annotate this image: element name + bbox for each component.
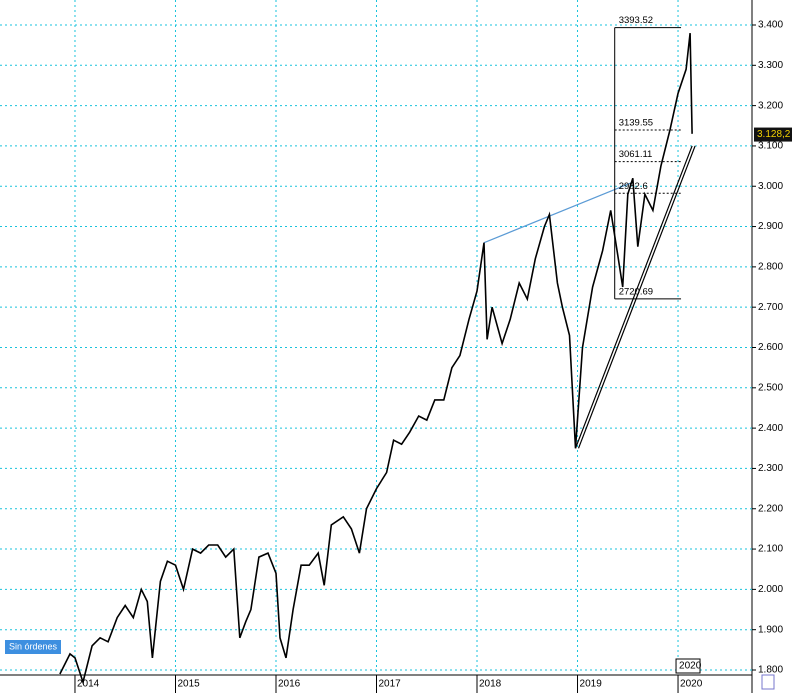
y-tick-label: 1.800 [758, 665, 783, 676]
y-tick-label: 2.600 [758, 342, 783, 353]
year-box-label: 2020 [679, 661, 702, 672]
level-label: 2720.69 [619, 286, 653, 297]
level-label: 3393.52 [619, 15, 653, 26]
y-tick-label: 3.200 [758, 100, 783, 111]
y-tick-label: 3.400 [758, 20, 783, 31]
level-label: 3139.55 [619, 118, 653, 129]
y-tick-label: 1.900 [758, 624, 783, 635]
trendline [483, 181, 634, 244]
y-tick-label: 2.900 [758, 221, 783, 232]
y-tick-label: 3.300 [758, 60, 783, 71]
status-text: Sin órdenes [9, 641, 58, 651]
last-price-label: 3.128,2 [757, 129, 791, 140]
trendline [574, 145, 693, 449]
level-label: 3061.11 [619, 149, 653, 160]
y-tick-label: 2.800 [758, 262, 783, 273]
x-tick-label: 2015 [177, 679, 200, 690]
y-tick-label: 2.200 [758, 503, 783, 514]
y-tick-label: 2.000 [758, 584, 783, 595]
y-tick-label: 2.700 [758, 302, 783, 313]
y-tick-label: 2.400 [758, 423, 783, 434]
y-tick-label: 3.100 [758, 141, 783, 152]
x-tick-label: 2019 [580, 679, 603, 690]
y-tick-label: 2.300 [758, 463, 783, 474]
y-tick-label: 2.500 [758, 382, 783, 393]
status-badge[interactable] [5, 640, 61, 654]
year-box [675, 658, 701, 674]
last-price-box [754, 127, 792, 142]
x-tick-label: 2020 [680, 679, 703, 690]
y-tick-label: 3.000 [758, 181, 783, 192]
x-tick-label: 2014 [77, 679, 100, 690]
icon[interactable] [761, 674, 775, 690]
x-tick-label: 2016 [278, 679, 301, 690]
trendline [577, 145, 696, 449]
price-line [59, 33, 693, 685]
y-tick-label: 2.100 [758, 544, 783, 555]
x-tick-label: 2017 [379, 679, 402, 690]
x-tick-label: 2018 [479, 679, 502, 690]
